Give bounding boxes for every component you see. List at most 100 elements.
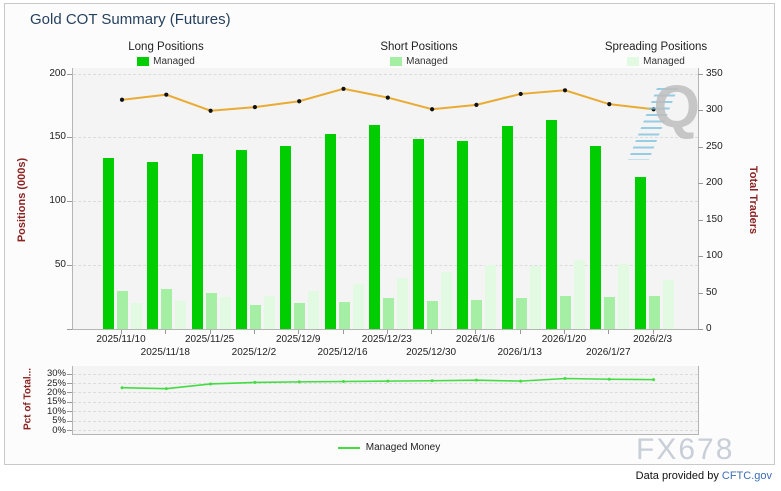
bottom-legend-managed-money[interactable]: Managed Money bbox=[322, 442, 456, 453]
managed-spreading-bar[interactable] bbox=[175, 300, 187, 329]
managed-short-bar[interactable] bbox=[249, 304, 261, 329]
managed-long-bar[interactable] bbox=[457, 141, 469, 329]
managed-money-point[interactable] bbox=[430, 379, 434, 383]
managed-money-point[interactable] bbox=[209, 382, 213, 386]
x-axis-tick bbox=[652, 330, 654, 334]
total-traders-point[interactable] bbox=[208, 108, 213, 113]
managed-long-bar[interactable] bbox=[324, 133, 336, 329]
total-traders-point[interactable] bbox=[430, 107, 435, 112]
managed-spreading-bar[interactable] bbox=[219, 297, 231, 329]
managed-money-point[interactable] bbox=[386, 379, 390, 383]
total-traders-point[interactable] bbox=[474, 102, 479, 107]
managed-money-point[interactable] bbox=[519, 379, 523, 383]
total-traders-point[interactable] bbox=[252, 104, 257, 110]
managed-money-point[interactable] bbox=[607, 377, 611, 381]
managed-spreading-bar[interactable] bbox=[352, 284, 364, 329]
pct-gridline bbox=[73, 430, 698, 431]
managed-short-bar[interactable] bbox=[515, 298, 527, 329]
x-axis-tick bbox=[253, 330, 255, 334]
managed-short-bar[interactable] bbox=[427, 300, 439, 329]
managed-spreading-bar[interactable] bbox=[574, 260, 585, 329]
x-axis-date-label: 2025/11/25 bbox=[184, 334, 235, 345]
total-traders-point[interactable] bbox=[607, 102, 612, 107]
managed-money-point[interactable] bbox=[652, 378, 656, 382]
legend-long-managed[interactable]: Managed bbox=[91, 56, 241, 67]
managed-spreading-bar[interactable] bbox=[485, 265, 497, 329]
pct-axis-tick bbox=[67, 430, 72, 431]
managed-money-point[interactable] bbox=[297, 380, 301, 384]
total-traders-point[interactable] bbox=[164, 92, 169, 97]
managed-short-bar[interactable] bbox=[560, 295, 571, 329]
right-axis-tick bbox=[698, 73, 703, 75]
total-traders-point[interactable] bbox=[341, 86, 346, 91]
managed-long-bar[interactable] bbox=[235, 150, 247, 329]
managed-long-bar[interactable] bbox=[191, 153, 203, 329]
x-axis-date-label: 2025/11/18 bbox=[140, 347, 190, 358]
managed-short-bar[interactable] bbox=[161, 289, 173, 329]
managed-money-point[interactable] bbox=[164, 387, 168, 391]
managed-long-bar[interactable] bbox=[280, 146, 292, 329]
pct-gridline bbox=[73, 383, 698, 384]
managed-money-point[interactable] bbox=[120, 386, 124, 390]
x-axis-tick bbox=[298, 330, 300, 334]
managed-money-point[interactable] bbox=[563, 376, 567, 380]
managed-short-bar[interactable] bbox=[294, 303, 306, 329]
managed-long-bar[interactable] bbox=[413, 138, 425, 329]
total-traders-point[interactable] bbox=[651, 107, 656, 112]
total-traders-line[interactable] bbox=[121, 87, 654, 112]
managed-spreading-bar[interactable] bbox=[441, 271, 453, 329]
long-managed-swatch-icon bbox=[137, 57, 150, 66]
managed-spreading-bar[interactable] bbox=[396, 277, 408, 329]
managed-long-bar[interactable] bbox=[501, 125, 513, 329]
x-axis-tick bbox=[209, 330, 211, 334]
footer-text: Data provided by bbox=[635, 470, 722, 482]
total-traders-point[interactable] bbox=[518, 91, 523, 97]
pct-gridline bbox=[73, 420, 698, 422]
x-axis-date-label: 2025/12/30 bbox=[406, 347, 457, 358]
x-axis-date-label: 2025/12/23 bbox=[361, 334, 412, 345]
legend-spreading-item-label: Managed bbox=[643, 56, 685, 67]
managed-spreading-bar[interactable] bbox=[529, 266, 541, 329]
total-traders-point[interactable] bbox=[562, 88, 568, 93]
managed-long-bar[interactable] bbox=[368, 124, 380, 329]
managed-long-bar[interactable] bbox=[590, 146, 602, 329]
managed-short-bar[interactable] bbox=[117, 290, 128, 329]
managed-spreading-bar[interactable] bbox=[308, 290, 320, 329]
total-traders-point[interactable] bbox=[119, 97, 125, 102]
managed-short-bar[interactable] bbox=[604, 297, 616, 329]
managed-long-bar[interactable] bbox=[546, 119, 557, 329]
x-axis-date-label: 2026/1/27 bbox=[586, 347, 631, 358]
managed-spreading-bar[interactable] bbox=[662, 280, 674, 329]
total-traders-point[interactable] bbox=[385, 95, 390, 100]
managed-short-bar[interactable] bbox=[205, 293, 217, 329]
managed-short-bar[interactable] bbox=[648, 295, 660, 329]
left-axis-tick bbox=[67, 137, 72, 139]
left-axis-tick bbox=[67, 201, 72, 203]
managed-short-bar[interactable] bbox=[338, 302, 350, 329]
chart-title: Gold COT Summary (Futures) bbox=[30, 11, 231, 28]
managed-spreading-bar[interactable] bbox=[131, 303, 142, 329]
cftc-link[interactable]: CFTC.gov bbox=[721, 470, 772, 482]
managed-money-point[interactable] bbox=[342, 379, 345, 383]
pct-axis-tick bbox=[67, 411, 72, 413]
legend-long-item-label: Managed bbox=[153, 56, 195, 67]
x-axis-date-label: 2026/2/3 bbox=[633, 334, 673, 345]
x-axis-date-label: 2026/1/13 bbox=[497, 347, 542, 358]
legend-spreading-managed[interactable]: Managed bbox=[581, 56, 731, 67]
managed-long-bar[interactable] bbox=[634, 176, 646, 329]
right-axis-tick-label: 200 bbox=[706, 177, 723, 188]
managed-money-point[interactable] bbox=[474, 378, 478, 382]
x-axis-tick bbox=[519, 330, 521, 334]
legend-short-managed[interactable]: Managed bbox=[344, 56, 494, 67]
managed-long-bar[interactable] bbox=[147, 161, 159, 329]
managed-money-point[interactable] bbox=[253, 380, 257, 384]
managed-spreading-bar[interactable] bbox=[618, 263, 630, 329]
total-traders-point[interactable] bbox=[297, 99, 302, 104]
managed-short-bar[interactable] bbox=[382, 298, 394, 329]
left-axis-tick-label: 100 bbox=[49, 195, 66, 207]
managed-short-bar[interactable] bbox=[471, 299, 483, 329]
pct-chart-plot-area bbox=[72, 366, 699, 435]
managed-long-bar[interactable] bbox=[103, 157, 114, 329]
pct-gridline bbox=[73, 373, 698, 375]
managed-spreading-bar[interactable] bbox=[263, 295, 275, 329]
